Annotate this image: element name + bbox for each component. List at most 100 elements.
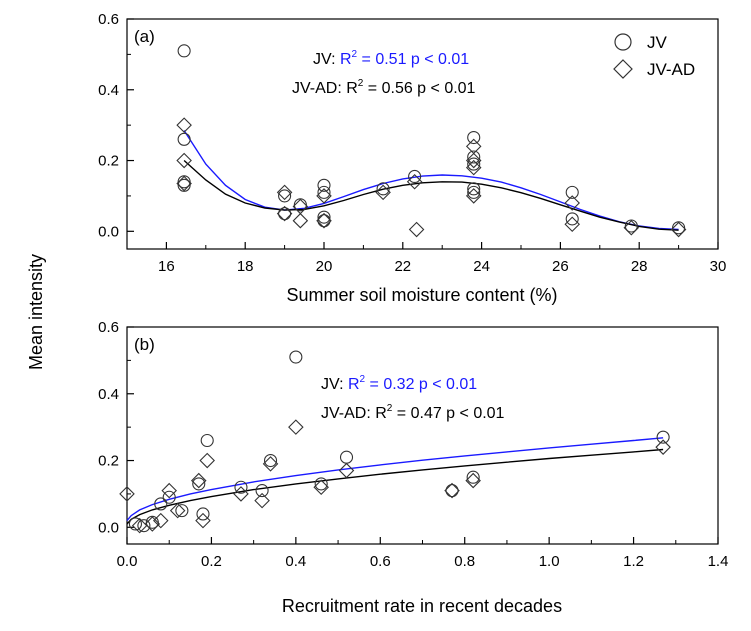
stats-jvad-r: R (375, 405, 387, 422)
y-tick-label: 0.0 (98, 223, 119, 240)
point-jv (255, 484, 269, 498)
point-jvad (233, 486, 249, 502)
point-jv (177, 44, 191, 58)
point-jvad (169, 502, 186, 519)
point-jv (317, 185, 331, 199)
x-tick-label: 24 (473, 258, 490, 275)
legend-circle-marker (614, 33, 632, 51)
stats-jv: JV: R2 = 0.51 p < 0.01 (313, 49, 469, 68)
point-jvad (176, 175, 192, 192)
shared-y-axis-label: Mean intensity (26, 254, 46, 370)
stats-jvad-prefix: JV-AD: (292, 80, 346, 97)
point-jv (467, 185, 481, 199)
x-tick-label: 16 (158, 258, 175, 275)
point-jvad (465, 188, 482, 204)
stats-jv-r: R (348, 376, 360, 393)
point-jvad (444, 482, 460, 499)
point-jvad (195, 512, 211, 529)
point-jv (466, 470, 480, 484)
point-jvad (190, 472, 207, 489)
point-jv (200, 433, 214, 448)
point-jvad (119, 486, 135, 502)
point-jv (467, 182, 481, 196)
point-jv (467, 150, 481, 164)
point-jv (339, 450, 354, 464)
x-tick-label: 30 (710, 258, 727, 275)
point-jv (317, 210, 331, 224)
point-jv (376, 182, 390, 196)
fit-line-jv (126, 437, 664, 522)
x-tick-label: 20 (316, 258, 333, 275)
stats-jv: JV: R2 = 0.32 p < 0.01 (321, 374, 477, 393)
stats-jv-prefix: JV: (313, 51, 340, 68)
stats-jv-rest: = 0.51 p < 0.01 (357, 51, 469, 68)
x-tick-label: 1.0 (539, 553, 560, 570)
point-jv (137, 519, 151, 533)
point-jv (656, 430, 670, 444)
stats-jvad: JV-AD: R2 = 0.56 p < 0.01 (292, 78, 476, 97)
fit-line-jv-ad (183, 159, 679, 231)
stats-jvad-rest: = 0.56 p < 0.01 (363, 80, 475, 97)
fit-curves (183, 130, 679, 231)
point-jvad (655, 439, 671, 455)
point-jv (289, 350, 303, 364)
point-jvad (144, 516, 161, 532)
stats-jvad-sup: 2 (387, 403, 393, 414)
y-tick-label: 0.4 (98, 386, 119, 403)
point-jv (314, 477, 328, 491)
fit-line-jv (183, 130, 679, 231)
point-jvad (199, 452, 215, 469)
point-jv (445, 484, 459, 498)
point-jvad (276, 205, 293, 222)
stats-jvad-r: R (346, 80, 358, 97)
x-tick-label: 26 (552, 258, 569, 275)
x-tick-label: 18 (237, 258, 254, 275)
point-jv (177, 132, 191, 146)
point-jv (317, 214, 331, 228)
x-tick-label: 0.6 (370, 553, 391, 570)
x-ticks: 0.0 0.2 0.4 0.6 0.8 1.0 1.2 1.4 (117, 537, 728, 570)
x-tick-label: 0.2 (201, 553, 222, 570)
stats-jvad-rest: = 0.47 p < 0.01 (392, 405, 504, 422)
y-tick-label: 0.2 (98, 153, 119, 170)
x-tick-label: 22 (394, 258, 411, 275)
y-ticks: 0.0 0.2 0.4 0.6 (98, 319, 134, 536)
x-tick-label: 0.0 (117, 553, 138, 570)
point-jvad (131, 517, 148, 534)
point-jv (565, 212, 579, 226)
panel-label: (b) (134, 335, 155, 354)
point-jvad (152, 512, 169, 529)
point-jv (467, 130, 481, 145)
y-tick-label: 0.2 (98, 453, 119, 470)
point-jvad (254, 492, 270, 509)
point-jvad (292, 212, 309, 229)
point-jv (175, 504, 189, 518)
point-jvad (276, 184, 293, 201)
legend-label-jv: JV (647, 33, 668, 52)
x-tick-label: 0.4 (285, 553, 306, 570)
point-jvad (564, 216, 580, 233)
point-jvad (465, 472, 481, 489)
point-jvad (465, 159, 482, 176)
point-jvad (176, 117, 192, 133)
x-axis-label: Summer soil moisture content (%) (286, 285, 557, 305)
point-jvad (406, 173, 423, 190)
stats-jvad-prefix: JV-AD: (321, 405, 375, 422)
point-jv (162, 490, 176, 504)
point-jvad (288, 419, 304, 435)
point-jv (154, 497, 168, 511)
point-jvad (262, 456, 279, 472)
point-jv (278, 189, 292, 203)
point-jvad (564, 195, 580, 211)
point-jv (128, 517, 142, 531)
y-tick-label: 0.6 (98, 11, 119, 28)
data-points (119, 350, 671, 534)
point-jvad (408, 221, 425, 238)
plot-frame (126, 18, 719, 250)
legend-diamond-marker (613, 59, 633, 79)
point-jvad (338, 462, 355, 479)
legend-label-jvad: JV-AD (647, 60, 695, 79)
x-axis-label: Recruitment rate in recent decades (282, 596, 562, 616)
point-jvad (623, 219, 640, 236)
